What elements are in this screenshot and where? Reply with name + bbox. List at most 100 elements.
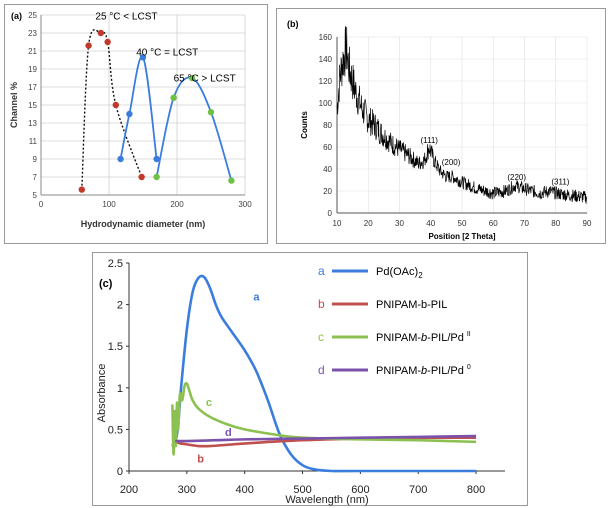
x-tick-label: 200 bbox=[120, 484, 138, 496]
x-tick-label: 20 bbox=[364, 219, 373, 228]
data-point bbox=[153, 155, 160, 163]
x-tick-label: 70 bbox=[520, 219, 529, 228]
legend-label-part: PNIPAM- bbox=[376, 332, 421, 344]
data-point bbox=[153, 173, 160, 181]
series-line-1 bbox=[119, 55, 158, 160]
data-point bbox=[117, 155, 124, 163]
y-axis-label: Counts bbox=[300, 111, 309, 139]
legend-letter: d bbox=[318, 363, 325, 377]
y-tick-label: 1 bbox=[117, 383, 123, 395]
y-tick-label: 40 bbox=[323, 165, 332, 174]
series-label: 40 °C = LCST bbox=[136, 48, 198, 59]
y-tick-label: 0.5 bbox=[108, 424, 123, 436]
legend-letter: b bbox=[318, 297, 325, 311]
x-tick-label: 0 bbox=[39, 200, 44, 209]
curve-label-b: b bbox=[197, 454, 204, 466]
legend-label: PNIPAM-b-PIL/Pd II bbox=[376, 331, 471, 344]
y-tick-label: 23 bbox=[28, 29, 37, 38]
curve-label-d: d bbox=[225, 427, 232, 439]
series-line-a bbox=[173, 274, 477, 473]
chart-a-svg: 5 7 9 11 13 15 17 19 21 23 25 0 100 200 300 Hydrodynami… bbox=[9, 11, 252, 229]
y-tick-label: 17 bbox=[28, 83, 37, 92]
x-tick-label: 50 bbox=[458, 219, 467, 228]
x-axis-label: Position [2 Theta] bbox=[428, 232, 495, 241]
series-line-2 bbox=[155, 76, 233, 181]
x-tick-label: 30 bbox=[395, 219, 404, 228]
y-tick-label: 80 bbox=[323, 121, 332, 130]
data-point bbox=[104, 38, 111, 46]
y-tick-label: 9 bbox=[33, 155, 38, 164]
data-point bbox=[138, 173, 145, 181]
data-point bbox=[207, 109, 215, 116]
series-line-c bbox=[171, 381, 477, 456]
y-tick-label: 19 bbox=[28, 65, 37, 74]
x-tick-label: 700 bbox=[409, 484, 427, 496]
y-tick-label: 160 bbox=[319, 33, 333, 42]
legend-label-part: b bbox=[421, 332, 427, 344]
y-tick-label: 13 bbox=[28, 119, 37, 128]
y-axis-label: Channel % bbox=[9, 82, 19, 128]
panel-b-xrd-chart: 0 20 40 60 80 100 120 140 160 10 20 30 40 50 60 70 80 90 P… bbox=[276, 8, 606, 244]
y-tick-label: 5 bbox=[33, 191, 38, 200]
y-tick-label: 60 bbox=[323, 143, 332, 152]
legend-label: Pd(OAc)2 bbox=[376, 266, 423, 280]
legend-letter: c bbox=[318, 330, 324, 344]
y-tick-label: 7 bbox=[33, 173, 38, 182]
data-point bbox=[188, 74, 196, 82]
panel-label: (c) bbox=[99, 278, 113, 290]
legend-label-part: PNIPAM- bbox=[376, 365, 421, 377]
x-tick-label: 500 bbox=[293, 484, 311, 496]
data-point bbox=[85, 42, 92, 49]
y-tick-label: 25 bbox=[28, 11, 37, 20]
x-tick-label: 80 bbox=[551, 219, 560, 228]
curve-label-a: a bbox=[253, 291, 260, 303]
x-tick-label: 300 bbox=[238, 200, 252, 209]
y-tick-label: 21 bbox=[28, 47, 37, 56]
x-tick-label: 400 bbox=[236, 484, 254, 496]
y-axis-label: Absorbance bbox=[96, 364, 108, 423]
y-tick-label: 20 bbox=[323, 187, 332, 196]
x-axis-label: Hydrodynamic diameter (nm) bbox=[81, 219, 206, 229]
series-line-d bbox=[175, 434, 477, 443]
data-point bbox=[228, 177, 235, 184]
legend-label-part: -PIL/Pd bbox=[427, 365, 464, 377]
y-tick-label: 0 bbox=[117, 466, 123, 478]
data-point bbox=[97, 29, 105, 37]
y-tick-label: 1.5 bbox=[108, 341, 123, 353]
legend-label-part: -PIL/Pd bbox=[427, 332, 464, 344]
x-tick-label: 90 bbox=[583, 219, 592, 228]
xrd-pattern-line bbox=[336, 26, 588, 204]
curve-label-c: c bbox=[206, 397, 212, 409]
series-label: 65 °C > LCST bbox=[174, 74, 236, 85]
data-point bbox=[126, 110, 133, 118]
legend-letter: a bbox=[318, 264, 325, 278]
x-axis-label: Wavelength (nm) bbox=[285, 494, 368, 506]
peak-label: (220) bbox=[507, 173, 526, 182]
legend-label-part: 2 bbox=[418, 271, 423, 280]
x-tick-label: 600 bbox=[351, 484, 369, 496]
x-tick-label: 200 bbox=[170, 200, 184, 209]
data-point bbox=[170, 94, 177, 102]
legend-label-part: Pd(OAc) bbox=[376, 266, 418, 278]
panel-label: (a) bbox=[11, 11, 22, 21]
series-line-25c bbox=[81, 29, 143, 190]
y-tick-label: 140 bbox=[319, 55, 333, 64]
x-tick-label: 800 bbox=[467, 484, 485, 496]
legend-label-part: 0 bbox=[467, 364, 471, 371]
legend-label: PNIPAM-b-PIL bbox=[376, 299, 447, 311]
legend-label-part: II bbox=[467, 331, 471, 338]
y-tick-label: 100 bbox=[319, 99, 333, 108]
panel-label: (b) bbox=[287, 19, 299, 29]
y-tick-label: 2 bbox=[117, 300, 123, 312]
legend-label: PNIPAM-b-PIL/Pd 0 bbox=[376, 364, 471, 377]
chart-c-svg: 0 0.5 1 1.5 2 2.5 200 300 400 500 600 700 800 Wavelen… bbox=[96, 258, 505, 506]
series-label: 25 °C < LCST bbox=[95, 12, 157, 23]
y-tick-label: 11 bbox=[29, 137, 38, 146]
data-point bbox=[78, 186, 86, 193]
data-point bbox=[112, 101, 120, 109]
y-tick-label: 2.5 bbox=[108, 258, 123, 270]
x-tick-label: 10 bbox=[333, 219, 342, 228]
x-tick-label: 40 bbox=[426, 219, 435, 228]
panel-c-absorbance-chart: 0 0.5 1 1.5 2 2.5 200 300 400 500 600 700 800 Wavelen… bbox=[92, 252, 528, 506]
panel-a-hydrodynamic-chart: 5 7 9 11 13 15 17 19 21 23 25 0 100 200 300 Hydrodynami… bbox=[4, 4, 268, 244]
